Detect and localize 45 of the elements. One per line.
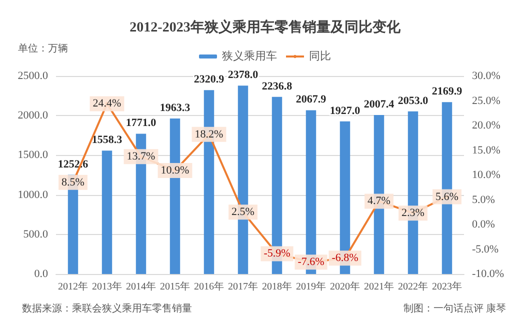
y2-tick-label: 0.0% <box>472 218 495 230</box>
y-tick-label: 1000.0 <box>18 188 48 201</box>
y2-tick-label: 20.0% <box>472 120 500 132</box>
y2-tick-label: 10.0% <box>472 169 500 181</box>
text: 单位：万辆 <box>18 42 68 54</box>
data-label: 1927.0 <box>330 104 361 117</box>
y-tick-label: 500.0 <box>23 228 48 240</box>
x-tick-label: 2013年 <box>92 280 122 292</box>
x-tick-label: 2014年 <box>126 280 156 292</box>
data-label: 2067.9 <box>296 94 327 106</box>
y-tick-label: 1500.0 <box>18 149 48 162</box>
y2-tick-label: 5.0% <box>472 194 495 206</box>
text: 制图：一句话点评 康琴 <box>404 302 506 314</box>
data-label: 2007.4 <box>364 98 395 111</box>
data-label: 2169.9 <box>432 86 463 98</box>
x-tick-label: 2019年 <box>296 280 326 292</box>
x-tick-label: 2017年 <box>228 280 258 292</box>
y-tick-label: 2000.0 <box>18 110 48 122</box>
x-tick-label: 2023年 <box>432 280 462 292</box>
x-tick-label: 2020年 <box>330 280 360 292</box>
y-tick-label: 0.0 <box>34 268 48 280</box>
y2-tick-label: 15.0% <box>472 144 500 156</box>
legend-label: 同比 <box>309 50 331 62</box>
x-tick-label: 2016年 <box>194 280 224 292</box>
x-tick-label: 2022年 <box>398 280 428 292</box>
y2-tick-label: -5.0% <box>472 243 499 256</box>
data-label: 2378.0 <box>228 69 259 82</box>
source-note: 数据来源：乘联会狭义乘用车零售销量 <box>22 302 192 314</box>
data-label: 2053.0 <box>398 94 429 107</box>
x-tick-label: 2015年 <box>160 280 190 292</box>
data-label: 2320.9 <box>194 74 225 86</box>
y2-tick-label: -10.0% <box>472 268 504 280</box>
data-label: 1963.3 <box>160 102 191 114</box>
data-label: 1771.0 <box>126 117 157 130</box>
data-label: 2236.8 <box>262 80 293 92</box>
data-label: 1558.3 <box>92 134 123 146</box>
bar <box>102 150 112 274</box>
legend-label: 狭义乘用车 <box>222 50 277 62</box>
y-tick-label: 2500.0 <box>18 70 48 82</box>
x-tick-label: 2021年 <box>364 280 394 292</box>
y2-tick-label: 30.0% <box>472 70 500 82</box>
y2-tick-label: 25.0% <box>472 94 500 107</box>
chart-title: 2012-2023年狭义乘用车零售销量及同比变化 <box>130 18 402 36</box>
x-tick-label: 2012年 <box>58 280 88 292</box>
x-tick-label: 2018年 <box>262 280 292 292</box>
